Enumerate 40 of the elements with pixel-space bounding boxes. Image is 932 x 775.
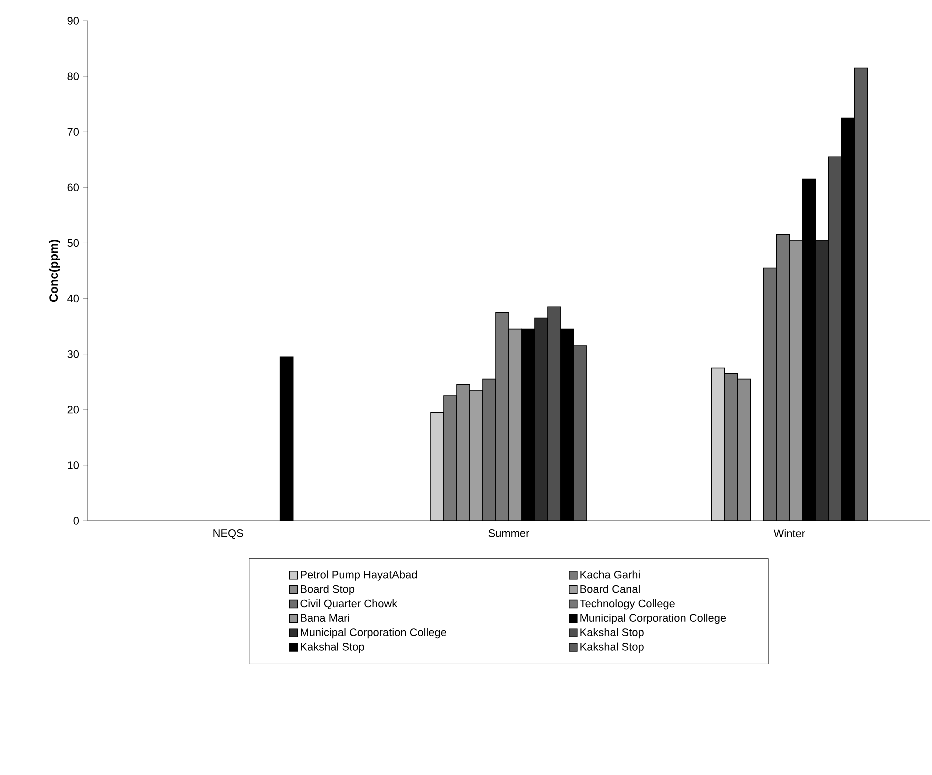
y-tick-label: 30	[68, 350, 80, 358]
bar	[724, 373, 738, 522]
bar	[815, 240, 830, 522]
bar	[854, 68, 868, 522]
bar	[789, 240, 804, 522]
legend-label: Kakshal Stop	[301, 642, 364, 653]
bar	[574, 346, 588, 522]
legend-label: Civil Quarter Chowk	[300, 600, 398, 610]
bar	[456, 384, 470, 522]
y-axis-title: Conc(ppm)	[49, 240, 60, 302]
x-tick-label: Winter	[774, 530, 806, 538]
bar	[444, 396, 458, 522]
y-tick-label: 20	[68, 406, 80, 414]
y-tick-label: 80	[68, 72, 80, 80]
legend-label: Board Stop	[301, 585, 355, 596]
legend-label: Bana Mari	[301, 614, 350, 622]
legend-label: Board Canal	[580, 585, 640, 594]
x-tick-label: NEQS	[214, 530, 244, 540]
y-tick-label: 90	[68, 17, 80, 25]
legend-label: Municipal Corporation College	[301, 628, 446, 639]
bar	[430, 412, 444, 522]
y-tick-label: 70	[68, 128, 80, 136]
legend-label: Municipal Corporation College	[580, 614, 726, 624]
bar	[548, 306, 562, 522]
x-tick-label: Summer	[488, 530, 530, 538]
y-tick-label: 40	[68, 294, 80, 303]
y-tick-label: 10	[68, 462, 80, 470]
bar	[828, 156, 842, 522]
legend-label: Technology College	[580, 600, 675, 610]
legend-label: Kacha Garhi	[580, 570, 640, 579]
bar	[711, 368, 726, 522]
y-tick-label: 50	[68, 239, 80, 248]
y-tick-label: 0	[74, 517, 80, 525]
bar	[534, 318, 548, 522]
y-tick-label: 60	[68, 184, 80, 192]
bar	[508, 328, 522, 522]
legend-label: Kakshal Stop	[580, 642, 644, 653]
legend-label: Petrol Pump HayatAbad	[301, 570, 418, 581]
legend-label: Kakshal Stop	[580, 628, 644, 639]
bar	[737, 378, 752, 522]
